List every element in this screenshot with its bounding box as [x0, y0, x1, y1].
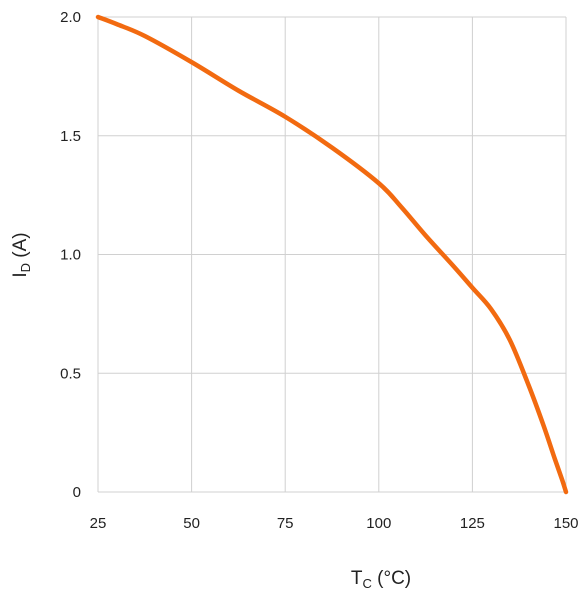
y-tick-label: 1.0 [60, 247, 81, 264]
grid-layer [97, 16, 567, 493]
x-axis-title-main: T [351, 568, 363, 589]
x-tick-label: 100 [366, 515, 391, 532]
series-layer [95, 14, 569, 495]
x-tick-labels: 25 50 75 100 125 150 [90, 515, 579, 532]
y-axis-title: ID (A) [10, 232, 33, 277]
y-axis-title-subscript: D [18, 263, 33, 272]
x-tick-label: 150 [553, 515, 578, 532]
y-tick-label: 1.5 [60, 128, 81, 145]
y-tick-label: 0 [73, 484, 81, 501]
x-axis-title: TC (°C) [351, 568, 411, 591]
y-tick-labels: 0 0.5 1.0 1.5 2.0 [60, 9, 81, 501]
x-tick-label: 25 [90, 515, 107, 532]
series-line-0 [95, 14, 569, 495]
x-axis-title-unit: (°C) [372, 568, 411, 589]
x-tick-label: 125 [460, 515, 485, 532]
x-axis-title-subscript: C [362, 576, 371, 591]
y-axis-title-unit: (A) [10, 232, 31, 263]
x-tick-label: 50 [183, 515, 200, 532]
y-axis-title-main: I [10, 272, 31, 277]
y-tick-label: 0.5 [60, 365, 81, 382]
y-tick-label: 2.0 [60, 9, 81, 26]
x-tick-label: 75 [277, 515, 294, 532]
